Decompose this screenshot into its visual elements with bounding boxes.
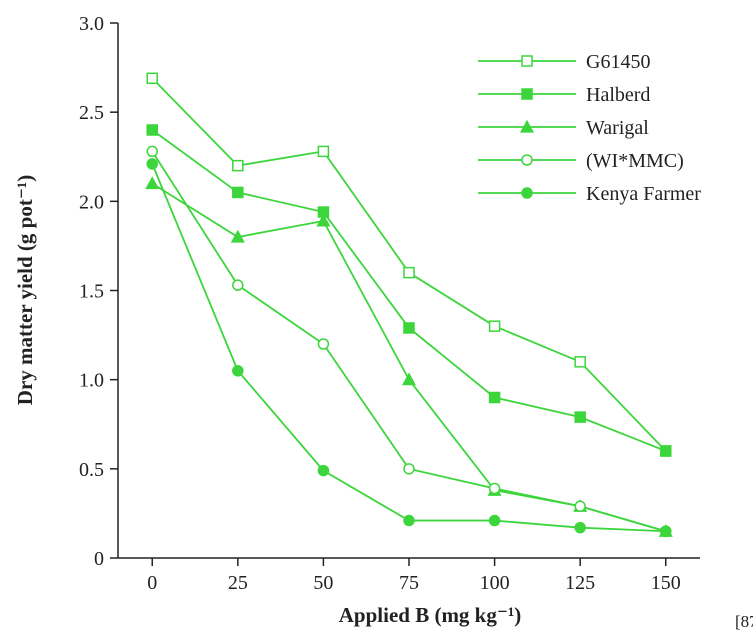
data-point-kenya-farmer (403, 514, 415, 527)
data-point-kenya-farmer (488, 514, 501, 527)
y-tick-label: 0 (94, 548, 104, 570)
y-tick-label: 2.5 (79, 102, 104, 124)
data-point-kenya-farmer (146, 158, 158, 170)
y-tick-label: 1.0 (79, 370, 104, 392)
data-point-g61450 (317, 145, 330, 158)
axes: 0 0.5 1.0 1.5 2.0 2.5 3.0 0 25 50 75 100 125 150 (79, 13, 700, 594)
data-point-g61450 (232, 159, 244, 172)
data-point-kenya-farmer (660, 525, 672, 537)
x-tick-label: 125 (565, 572, 595, 594)
data-point-warigal (230, 229, 245, 243)
x-tick-label: 0 (147, 572, 157, 594)
series-line-halberd (151, 129, 667, 452)
y-tick-label: 2.0 (79, 191, 104, 213)
x-tick-label: 150 (651, 572, 681, 594)
data-point-g61450 (574, 356, 586, 368)
data-point-g61450 (403, 266, 415, 279)
data-point-kenya-farmer (574, 521, 586, 534)
data-point-warigal (401, 372, 417, 386)
legend-marker (521, 55, 533, 67)
data-point-wi-mmc (403, 463, 415, 475)
legend-marker (521, 88, 533, 100)
y-tick-label: 0.5 (79, 459, 104, 481)
legend-label: G61450 (586, 51, 650, 73)
legend-label: (WI*MMC) (586, 150, 684, 172)
data-point-wi-mmc (488, 482, 501, 495)
y-axis-title: Dry matter yield (g pot⁻¹) (13, 175, 37, 405)
data-point-wi-mmc (574, 500, 586, 513)
data-point-halberd (146, 124, 158, 136)
series-markers (145, 72, 673, 537)
x-tick-label: 50 (313, 572, 333, 594)
data-point-wi-mmc (146, 145, 158, 158)
data-point-wi-mmc (232, 279, 244, 291)
legend-marker (519, 119, 535, 133)
legend-label: Halberd (586, 84, 650, 106)
x-axis-title: Applied B (mg kg⁻¹) (339, 603, 522, 627)
data-point-halberd (574, 411, 586, 423)
x-tick-label: 25 (228, 572, 248, 594)
series-line-warigal (151, 182, 667, 533)
data-point-warigal (316, 213, 331, 227)
legend: G61450 Halberd Warigal (WI*MMC) Kenya Farmer (478, 51, 701, 205)
data-point-kenya-farmer (232, 365, 244, 377)
reference-mark: [87 (735, 612, 753, 631)
data-point-halberd (232, 186, 244, 199)
data-point-warigal (145, 176, 160, 190)
series-line-kenya-farmer (151, 163, 666, 533)
data-point-halberd (488, 391, 501, 404)
x-tick-label: 75 (399, 572, 419, 594)
legend-label: Kenya Farmer (586, 183, 701, 205)
legend-label: Warigal (586, 117, 649, 139)
legend-marker (521, 187, 533, 199)
data-point-g61450 (488, 320, 501, 332)
data-point-kenya-farmer (317, 464, 330, 477)
legend-marker (521, 154, 533, 166)
y-tick-label: 3.0 (79, 13, 104, 35)
data-point-halberd (403, 322, 415, 334)
x-tick-label: 100 (480, 572, 510, 594)
data-point-g61450 (146, 72, 158, 85)
y-tick-label: 1.5 (79, 281, 104, 303)
data-point-wi-mmc (317, 338, 330, 350)
data-point-halberd (660, 445, 672, 457)
